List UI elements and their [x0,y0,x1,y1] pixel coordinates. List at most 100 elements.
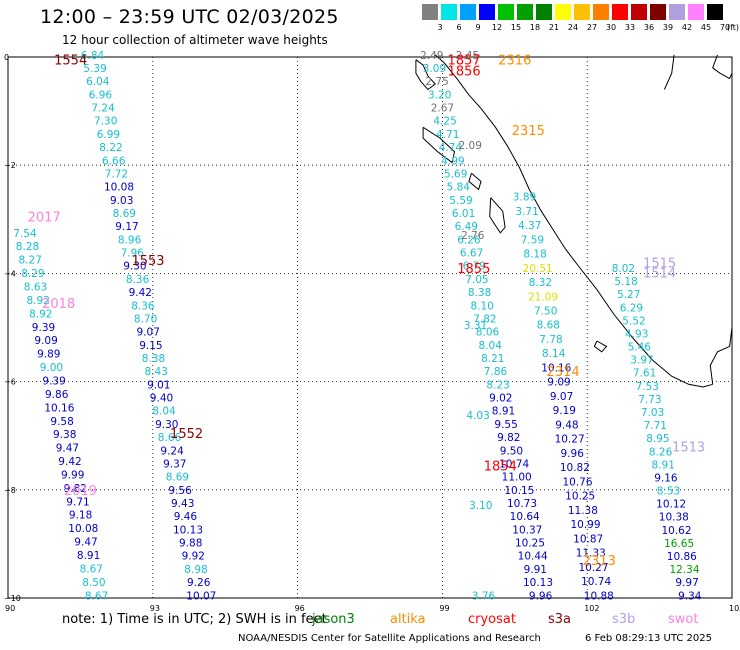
siberut-island [422,126,456,164]
wave-height-value: 10.38 [659,512,689,524]
legend-label: 9 [475,23,481,32]
lon-tick-label: 93 [150,604,160,613]
legend-label: 18 [529,23,541,32]
satellite-name: cryosat [468,612,516,627]
legend-swatch [688,4,704,20]
wave-height-value: 5.18 [614,276,637,288]
wave-height-value: 10.62 [661,525,691,537]
wave-height-value: 4.93 [625,329,648,341]
wave-height-value: 10.64 [510,511,540,523]
wave-height-value: 3.76 [472,590,496,602]
wave-height-value: 9.30 [123,261,146,273]
legend-label: 39 [662,23,674,32]
wave-height-value: 9.96 [561,448,585,460]
wave-height-value: 10.74 [581,576,611,588]
wave-height-value: 8.91 [492,406,515,418]
wave-height-value: 8.67 [80,563,103,575]
wave-height-value: 9.46 [174,511,198,523]
wave-height-value: 9.56 [168,485,192,497]
wave-height-value: 8.69 [166,472,189,484]
track-2017: 7.548.288.278.298.638.928.929.399.099.89… [13,228,108,602]
wave-height-value: 5.52 [622,315,645,327]
wave-height-value: 20.51 [523,263,553,275]
legend-swatch [574,4,590,20]
credit-text: NOAA/NESDIS Center for Satellite Applica… [238,633,541,644]
wave-height-value: 7.03 [641,407,664,419]
wave-height-value: 10.15 [504,485,534,497]
wave-height-value: 2.45 [456,50,479,62]
wave-height-value: 10.99 [570,519,600,531]
wave-height-value: 9.47 [74,537,97,549]
wave-height-value: 9.82 [497,432,520,444]
wave-height-value: 4.03 [466,410,489,422]
lon-tick-label: 99 [439,604,449,613]
wave-height-value: 10.88 [584,590,614,602]
wave-height-value: 9.48 [555,419,578,431]
wave-height-value: 9.07 [550,391,573,403]
track-1854: 3.89 3.71 4.37 7.59 8.18 20.51 8.32 21.09 7.50 8.… [513,192,614,603]
wave-height-value: 3.20 [428,89,451,101]
wave-height-value: 6.49 [455,221,478,233]
pass-number-label: 1513 [672,441,705,456]
coastline [415,54,733,388]
wave-height-value: 10.13 [523,577,553,589]
legend-label: 45 [700,23,712,32]
wave-height-value: 9.42 [58,456,81,468]
wave-height-value: 7.86 [484,366,508,378]
legend-swatch [631,4,647,20]
pass-number-label: 1552 [170,427,203,442]
wave-height-value: 8.02 [612,263,635,275]
wave-height-value: 7.72 [105,169,128,181]
wave-height-value: 3.97 [630,355,653,367]
sipora-island [468,172,482,191]
legend-swatch [479,4,495,20]
legend-swatch [441,4,457,20]
wave-height-value: 9.58 [50,416,73,428]
lingga-islands [712,54,733,80]
wave-height-value: 9.17 [115,221,138,233]
wave-height-value: 8.27 [19,255,42,267]
wave-height-value: 8.98 [184,564,207,576]
wave-height-value: 8.38 [468,287,491,299]
lon-tick-label: 96 [295,604,305,613]
wave-height-value: 3.31 [464,320,487,332]
wave-height-value: 8.29 [21,268,44,280]
wave-height-value: 11.00 [502,472,532,484]
wave-height-value: 7.50 [534,306,557,318]
wave-height-value: 9.71 [66,496,89,508]
wave-height-value: 3.10 [469,500,492,512]
wave-height-value: 3.09 [423,63,446,75]
sumatra-west-coast [434,54,713,388]
wave-height-value: 5.59 [449,195,472,207]
legend-swatch [517,4,533,20]
lon-tick-label: 102 [584,604,599,613]
wave-height-value: 9.39 [32,322,55,334]
wave-height-value: 9.96 [529,590,553,602]
wave-height-value: 10.25 [565,491,595,503]
wave-height-value: 7.96 [121,248,145,260]
wave-height-value: 9.55 [494,419,517,431]
pass-number-label: 2313 [583,554,616,569]
wave-height-value: 6.66 [102,155,126,167]
wave-height-value: 9.97 [675,577,698,589]
wave-height-value: 9.99 [61,470,84,482]
wave-height-value: 9.18 [69,510,92,522]
wave-height-value: 8.67 [85,590,108,602]
wave-height-value: 9.37 [163,459,186,471]
wave-height-value: 8.04 [152,406,176,418]
batu-islands [415,59,436,91]
wave-height-value: 8.04 [479,340,503,352]
wave-height-value: 7.54 [13,228,37,240]
wave-height-value: 5.69 [444,169,467,181]
wave-height-value: 5.27 [617,289,640,301]
legend-label: 30 [605,23,617,32]
wave-height-value: 6.84 [81,50,105,62]
pass-number-label: 2316 [498,54,531,69]
sumatra-south-tip [709,327,733,385]
wave-height-value: 4.37 [518,220,541,232]
altimeter-tracks: 7.548.288.278.298.638.928.929.399.099.89… [13,50,702,603]
wave-height-value: 7.05 [465,274,488,286]
legend-swatch [460,4,476,20]
lat-tick-label: 0 [4,53,9,62]
